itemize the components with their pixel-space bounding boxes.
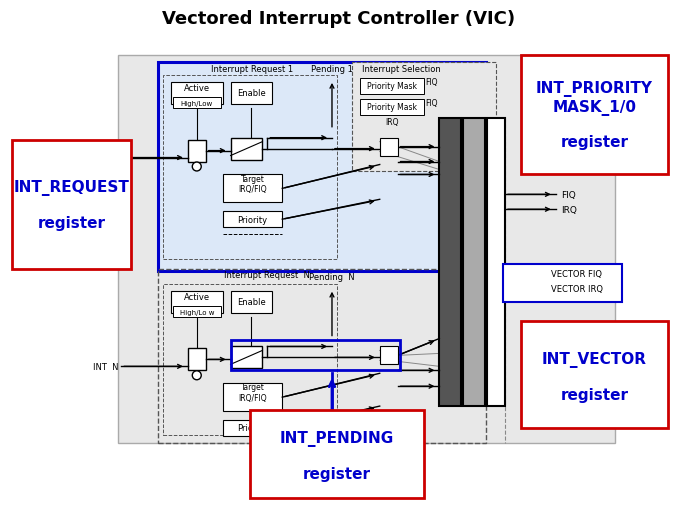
- Bar: [231, 347, 262, 369]
- Text: Priority: Priority: [237, 424, 268, 433]
- Bar: [222, 420, 282, 436]
- Bar: [222, 383, 282, 411]
- Bar: [222, 212, 282, 228]
- Text: Pending  N: Pending N: [309, 273, 355, 282]
- Text: INT_REQUEST

register: INT_REQUEST register: [13, 179, 129, 230]
- Bar: [173, 306, 220, 317]
- Text: VECTOR FIQ: VECTOR FIQ: [551, 270, 602, 279]
- Bar: [439, 119, 461, 407]
- Bar: [251, 410, 425, 497]
- Circle shape: [192, 371, 202, 380]
- Text: FIQ: FIQ: [425, 78, 437, 87]
- Text: Active: Active: [184, 84, 210, 93]
- Text: High/Lo w: High/Lo w: [179, 309, 214, 315]
- Text: Vectored Interrupt Controller (VIC): Vectored Interrupt Controller (VIC): [162, 10, 516, 28]
- Text: INT_VECTOR

register: INT_VECTOR register: [542, 351, 647, 402]
- Bar: [163, 76, 337, 260]
- Text: Target
IRQ/FIQ: Target IRQ/FIQ: [238, 383, 267, 402]
- Text: Target
IRQ/FIQ: Target IRQ/FIQ: [238, 174, 267, 194]
- Bar: [222, 175, 282, 203]
- Bar: [503, 265, 622, 302]
- Bar: [463, 119, 485, 407]
- Text: IRQ: IRQ: [385, 118, 398, 127]
- Bar: [231, 291, 272, 313]
- Text: Interrupt Request  N: Interrupt Request N: [224, 271, 310, 280]
- Bar: [521, 321, 668, 428]
- Bar: [487, 119, 505, 407]
- Bar: [163, 284, 337, 435]
- Text: VECTOR IRQ: VECTOR IRQ: [551, 285, 603, 294]
- Bar: [379, 138, 398, 156]
- Bar: [118, 56, 615, 443]
- Text: Priority Mask: Priority Mask: [367, 82, 417, 91]
- Text: Enable: Enable: [237, 297, 266, 307]
- Bar: [171, 83, 222, 105]
- Text: INT_PENDING

register: INT_PENDING register: [280, 431, 394, 481]
- Bar: [188, 349, 206, 371]
- Bar: [231, 138, 262, 160]
- Text: Interrupt Request 1: Interrupt Request 1: [212, 65, 293, 73]
- Text: Interrupt Selection: Interrupt Selection: [362, 65, 441, 73]
- Bar: [171, 291, 222, 313]
- Text: High/Low: High/Low: [181, 100, 213, 107]
- Bar: [231, 83, 272, 105]
- Text: Active: Active: [184, 293, 210, 301]
- Text: IRQ: IRQ: [561, 206, 576, 214]
- Bar: [173, 97, 220, 109]
- Bar: [231, 341, 400, 371]
- Bar: [188, 140, 206, 162]
- Text: FIQ: FIQ: [561, 190, 576, 199]
- Text: Pending 1: Pending 1: [311, 65, 353, 73]
- Text: Enable: Enable: [237, 89, 266, 98]
- Bar: [158, 269, 486, 443]
- Bar: [360, 79, 425, 95]
- Text: FIQ: FIQ: [425, 99, 437, 108]
- Bar: [12, 140, 131, 269]
- Bar: [360, 99, 425, 116]
- Bar: [521, 56, 668, 175]
- Text: Priority: Priority: [237, 215, 268, 224]
- Circle shape: [192, 163, 202, 172]
- Text: INT_PRIORITY
MASK_1/0

register: INT_PRIORITY MASK_1/0 register: [536, 81, 653, 150]
- Bar: [379, 347, 398, 365]
- Bar: [158, 63, 486, 271]
- Text: INT 1: INT 1: [96, 154, 118, 163]
- Text: INT  N: INT N: [93, 362, 118, 371]
- Bar: [352, 63, 496, 172]
- Text: Priority Mask: Priority Mask: [367, 103, 417, 112]
